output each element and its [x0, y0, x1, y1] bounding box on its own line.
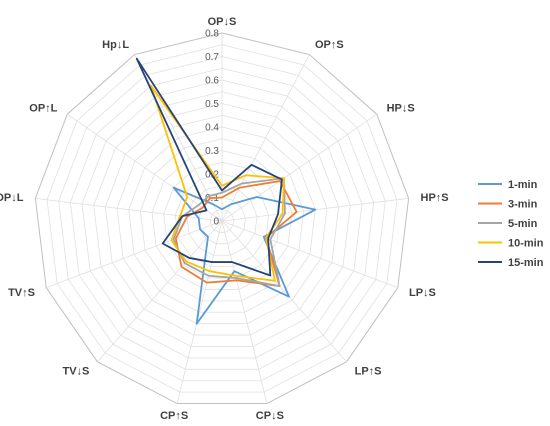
grid-spoke: [176, 220, 223, 404]
radar-grid: [34, 32, 410, 405]
grid-ring: [209, 208, 235, 233]
tick-label: 0.7: [205, 52, 219, 63]
grid-ring: [139, 138, 305, 302]
grid-spoke: [67, 113, 223, 222]
grid-spoke: [46, 220, 223, 289]
category-label: OP↓L: [0, 192, 24, 204]
tick-label: 0.4: [205, 123, 219, 134]
grid-ring: [46, 44, 398, 393]
category-label: TV↑S: [8, 287, 35, 299]
grid-ring: [128, 126, 316, 313]
grid-spoke: [35, 197, 223, 222]
tick-label: 0.5: [205, 99, 219, 110]
category-label: OP↑S: [315, 39, 344, 51]
legend-label: 15-min: [508, 257, 544, 269]
series-line: [135, 57, 283, 277]
grid-ring: [81, 79, 363, 359]
tick-label: 0: [213, 217, 219, 228]
category-label: CP↑S: [160, 410, 188, 422]
grid-spoke: [221, 220, 347, 362]
tick-label: 0.6: [205, 76, 219, 87]
series-lines: [135, 57, 317, 325]
legend-label: 3-min: [508, 199, 538, 211]
legend-label: 10-min: [508, 238, 544, 250]
grid-ring: [58, 56, 386, 382]
category-label: OP↓S: [208, 16, 237, 28]
series-line: [172, 186, 317, 325]
category-labels: OP↓S OP↑S HP↓S HP↑S LP↓S LP↑S CP↓S CP↑S TV↓S TV↑S…: [0, 16, 449, 422]
grid-spoke: [221, 220, 398, 289]
category-label: HP↑S: [421, 192, 449, 204]
series-line: [150, 84, 285, 282]
tick-label: 0.3: [205, 146, 219, 157]
category-label: TV↓S: [62, 366, 89, 378]
tick-label: 0.8: [205, 29, 219, 40]
category-label: LP↓S: [409, 287, 436, 299]
category-label: OP↑L: [29, 102, 57, 114]
category-label: HP↓S: [387, 102, 415, 114]
legend-label: 1-min: [508, 179, 538, 191]
category-label: Hp↓L: [102, 39, 129, 51]
grid-ring: [116, 114, 328, 325]
grid-spoke: [221, 54, 310, 222]
grid-ring: [34, 32, 410, 405]
grid-ring: [186, 185, 258, 256]
legend: 1-min 3-min 5-min 10-min 15-min: [478, 179, 544, 269]
category-label: CP↓S: [256, 410, 284, 422]
grid-ring: [198, 197, 246, 245]
legend-label: 5-min: [508, 218, 538, 230]
grid-ring: [104, 103, 340, 336]
grid-ring: [93, 91, 351, 347]
grid-spoke: [221, 220, 268, 404]
grid-spoke: [221, 113, 377, 222]
grid-ring: [163, 161, 281, 279]
grid-spoke: [134, 54, 223, 222]
category-label: LP↑S: [355, 366, 382, 378]
grid-spoke: [97, 220, 223, 362]
grid-ring: [69, 67, 375, 370]
